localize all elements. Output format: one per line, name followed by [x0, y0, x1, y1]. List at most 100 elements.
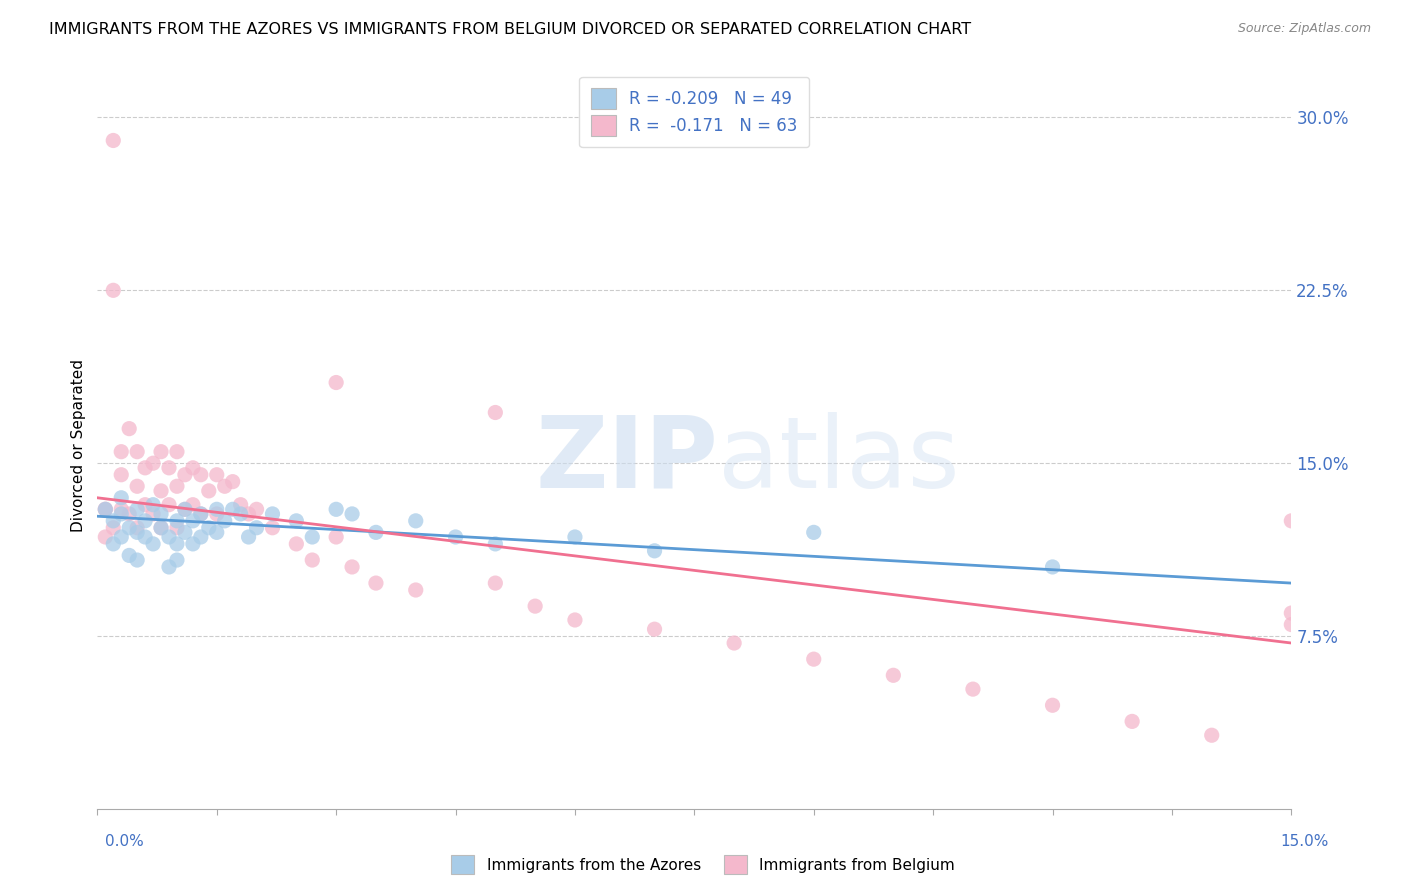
Point: [127, 444, 149, 458]
Text: Source: ZipAtlas.com: Source: ZipAtlas.com: [1237, 22, 1371, 36]
Point: [174, 502, 197, 516]
Point: [444, 530, 467, 544]
Point: [103, 283, 125, 297]
Point: [166, 479, 188, 493]
Point: [94, 530, 117, 544]
Point: [1042, 698, 1064, 713]
Point: [174, 525, 197, 540]
Point: [882, 668, 904, 682]
Point: [94, 502, 117, 516]
Legend: Immigrants from the Azores, Immigrants from Belgium: Immigrants from the Azores, Immigrants f…: [446, 849, 960, 880]
Point: [118, 549, 141, 563]
Point: [564, 530, 586, 544]
Point: [118, 507, 141, 521]
Point: [1279, 606, 1302, 620]
Point: [142, 456, 165, 470]
Legend: R = -0.209   N = 49, R =  -0.171   N = 63: R = -0.209 N = 49, R = -0.171 N = 63: [579, 77, 810, 147]
Point: [262, 507, 284, 521]
Point: [174, 467, 197, 482]
Point: [150, 521, 173, 535]
Point: [205, 467, 228, 482]
Text: IMMIGRANTS FROM THE AZORES VS IMMIGRANTS FROM BELGIUM DIVORCED OR SEPARATED CORR: IMMIGRANTS FROM THE AZORES VS IMMIGRANTS…: [49, 22, 972, 37]
Point: [221, 475, 243, 489]
Point: [134, 514, 156, 528]
Point: [325, 530, 347, 544]
Point: [205, 525, 228, 540]
Point: [150, 521, 173, 535]
Point: [325, 376, 347, 390]
Point: [190, 507, 212, 521]
Point: [190, 530, 212, 544]
Point: [103, 537, 125, 551]
Point: [229, 507, 252, 521]
Point: [103, 514, 125, 528]
Point: [150, 483, 173, 498]
Point: [340, 560, 363, 574]
Point: [150, 507, 173, 521]
Point: [181, 460, 204, 475]
Point: [110, 467, 132, 482]
Point: [340, 507, 363, 521]
Point: [197, 521, 219, 535]
Point: [142, 537, 165, 551]
Point: [1121, 714, 1143, 729]
Point: [127, 502, 149, 516]
Point: [197, 483, 219, 498]
Point: [142, 507, 165, 521]
Point: [94, 502, 117, 516]
Point: [1279, 514, 1302, 528]
Point: [190, 507, 212, 521]
Text: 15.0%: 15.0%: [1281, 834, 1329, 849]
Point: [524, 599, 547, 614]
Point: [181, 514, 204, 528]
Point: [245, 521, 267, 535]
Point: [325, 502, 347, 516]
Point: [190, 467, 212, 482]
Point: [405, 582, 427, 597]
Point: [205, 502, 228, 516]
Point: [110, 530, 132, 544]
Point: [127, 521, 149, 535]
Point: [214, 514, 236, 528]
Point: [110, 507, 132, 521]
Point: [142, 498, 165, 512]
Point: [118, 422, 141, 436]
Point: [285, 537, 308, 551]
Point: [221, 502, 243, 516]
Point: [157, 530, 180, 544]
Point: [484, 537, 506, 551]
Point: [110, 491, 132, 505]
Y-axis label: Divorced or Separated: Divorced or Separated: [72, 359, 86, 533]
Point: [1279, 617, 1302, 632]
Point: [205, 507, 228, 521]
Point: [644, 622, 666, 636]
Point: [564, 613, 586, 627]
Point: [166, 514, 188, 528]
Point: [484, 576, 506, 591]
Point: [644, 544, 666, 558]
Point: [166, 521, 188, 535]
Point: [134, 530, 156, 544]
Point: [103, 133, 125, 147]
Point: [157, 498, 180, 512]
Point: [94, 502, 117, 516]
Point: [1201, 728, 1223, 742]
Point: [181, 498, 204, 512]
Point: [238, 507, 260, 521]
Point: [364, 525, 387, 540]
Point: [229, 498, 252, 512]
Point: [150, 444, 173, 458]
Text: atlas: atlas: [718, 412, 960, 509]
Point: [110, 502, 132, 516]
Point: [245, 502, 267, 516]
Point: [301, 553, 323, 567]
Point: [127, 479, 149, 493]
Point: [174, 502, 197, 516]
Point: [166, 537, 188, 551]
Point: [723, 636, 745, 650]
Point: [301, 530, 323, 544]
Point: [484, 405, 506, 419]
Point: [803, 652, 825, 666]
Point: [157, 560, 180, 574]
Point: [157, 460, 180, 475]
